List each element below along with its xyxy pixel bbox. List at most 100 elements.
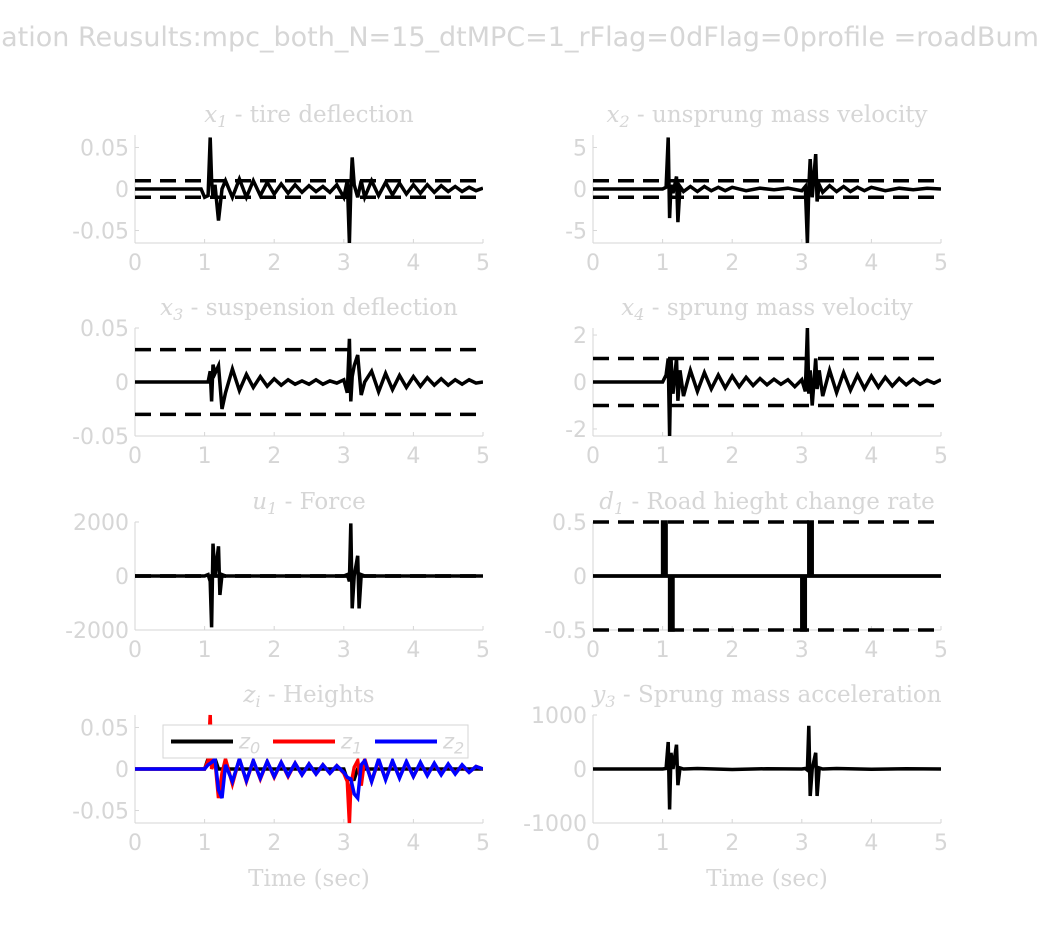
plot-area <box>593 520 941 632</box>
x-tick-label: 5 <box>476 831 490 856</box>
x-tick-label: 4 <box>864 638 878 663</box>
y-tick-label: -0.05 <box>72 800 129 825</box>
plot-area <box>593 725 941 810</box>
subplot-title: x4 - sprung mass velocity <box>621 295 912 324</box>
subplot-title: x3 - suspension deflection <box>160 295 458 324</box>
x-tick-label: 1 <box>656 251 670 276</box>
x-tick-label: 2 <box>267 638 281 663</box>
legend-subscript: 2 <box>454 739 464 758</box>
x-tick-label: 2 <box>267 251 281 276</box>
x-tick-label: 3 <box>795 444 809 469</box>
subplot-1: 0 1 2 3 4 5 -0.05 0 0.05 x1 - tire deflection <box>72 102 490 276</box>
y-tick-label: 5 <box>573 136 587 161</box>
x-tick-label: 4 <box>406 251 420 276</box>
y-tick-label: -2000 <box>65 619 129 644</box>
x-tick-label: 1 <box>198 831 212 856</box>
y-tick-label: 0 <box>115 178 129 203</box>
subplot-title: u1 - Force <box>252 489 365 518</box>
title-subscript: 2 <box>618 112 629 131</box>
y-tick-label: 0 <box>115 565 129 590</box>
x-tick-label: 2 <box>725 831 739 856</box>
x-tick-label: 0 <box>586 831 600 856</box>
plot-area <box>135 137 483 244</box>
title-subscript: i <box>255 692 260 711</box>
series-line-1 <box>135 338 483 410</box>
legend-subscript: 0 <box>250 739 260 758</box>
x-axis-label: Time (sec) <box>248 866 370 892</box>
x-tick-label: 3 <box>337 251 351 276</box>
x-tick-label: 0 <box>128 251 142 276</box>
title-subscript: 1 <box>217 112 227 131</box>
x-tick-label: 0 <box>128 444 142 469</box>
plot-area <box>593 327 941 437</box>
x-tick-label: 1 <box>656 444 670 469</box>
x-tick-label: 0 <box>128 831 142 856</box>
subplot-title: x2 - unsprung mass velocity <box>606 102 927 131</box>
plot-area <box>135 338 483 417</box>
x-tick-label: 5 <box>934 638 948 663</box>
title-subscript: 1 <box>267 499 277 518</box>
x-tick-label: 5 <box>476 251 490 276</box>
y-tick-label: -1000 <box>523 812 587 837</box>
x-tick-label: 4 <box>406 444 420 469</box>
y-tick-label: -5 <box>565 220 587 245</box>
legend-label-z2: z2 <box>442 730 464 758</box>
x-tick-label: 3 <box>337 444 351 469</box>
x-tick-label: 0 <box>586 638 600 663</box>
title-subscript: 3 <box>173 305 183 324</box>
series-line-1 <box>135 137 483 244</box>
y-tick-label: 0.5 <box>552 511 587 536</box>
x-tick-label: 1 <box>198 638 212 663</box>
series-line-2 <box>593 520 941 632</box>
x-tick-label: 2 <box>267 444 281 469</box>
x-tick-label: 5 <box>934 444 948 469</box>
x-tick-label: 2 <box>725 444 739 469</box>
x-tick-label: 2 <box>267 831 281 856</box>
legend: z0 z1 z2 <box>162 724 469 759</box>
series-line-1 <box>593 137 941 244</box>
x-tick-label: 3 <box>795 638 809 663</box>
y-tick-label: 0 <box>115 758 129 783</box>
y-tick-label: 0.05 <box>80 136 129 161</box>
x-tick-label: 3 <box>337 638 351 663</box>
y-tick-label: 0 <box>573 178 587 203</box>
y-tick-label: 1000 <box>531 704 587 729</box>
y-tick-label: 0 <box>115 371 129 396</box>
x-tick-label: 5 <box>476 444 490 469</box>
legend-label-z1: z1 <box>340 730 362 758</box>
y-tick-label: -0.05 <box>72 220 129 245</box>
x-tick-label: 5 <box>476 638 490 663</box>
x-tick-label: 4 <box>864 444 878 469</box>
y-tick-label: -2 <box>565 418 587 443</box>
x-tick-label: 0 <box>586 251 600 276</box>
y-tick-label: 0 <box>573 565 587 590</box>
y-tick-label: -0.05 <box>72 425 129 450</box>
x-tick-label: 5 <box>934 831 948 856</box>
series-line-z2 <box>135 753 483 803</box>
y-tick-label: 0 <box>573 758 587 783</box>
x-tick-label: 3 <box>795 831 809 856</box>
x-tick-label: 4 <box>406 831 420 856</box>
subplot-7: 0 1 2 3 4 5 -0.05 0 0.05 zi - Heights Time (sec) z0… <box>72 682 490 892</box>
x-tick-label: 1 <box>198 251 212 276</box>
legend-subscript: 1 <box>352 739 362 758</box>
x-tick-label: 4 <box>864 251 878 276</box>
x-tick-label: 4 <box>406 638 420 663</box>
series-line-1 <box>135 523 483 628</box>
series-line-1 <box>593 327 941 437</box>
subplot-title: y3 - Sprung mass acceleration <box>591 682 941 711</box>
x-tick-label: 2 <box>725 638 739 663</box>
subplot-title: zi - Heights <box>242 682 374 711</box>
subplot-title: d1 - Road hieght change rate <box>599 489 935 518</box>
x-tick-label: 4 <box>864 831 878 856</box>
x-tick-label: 5 <box>934 251 948 276</box>
y-tick-label: 2 <box>573 324 587 349</box>
y-tick-label: -0.5 <box>544 619 587 644</box>
figure-suptitle: ation Reusults:mpc_both_N=15_dtMPC=1_rFl… <box>1 22 1039 53</box>
x-tick-label: 0 <box>586 444 600 469</box>
